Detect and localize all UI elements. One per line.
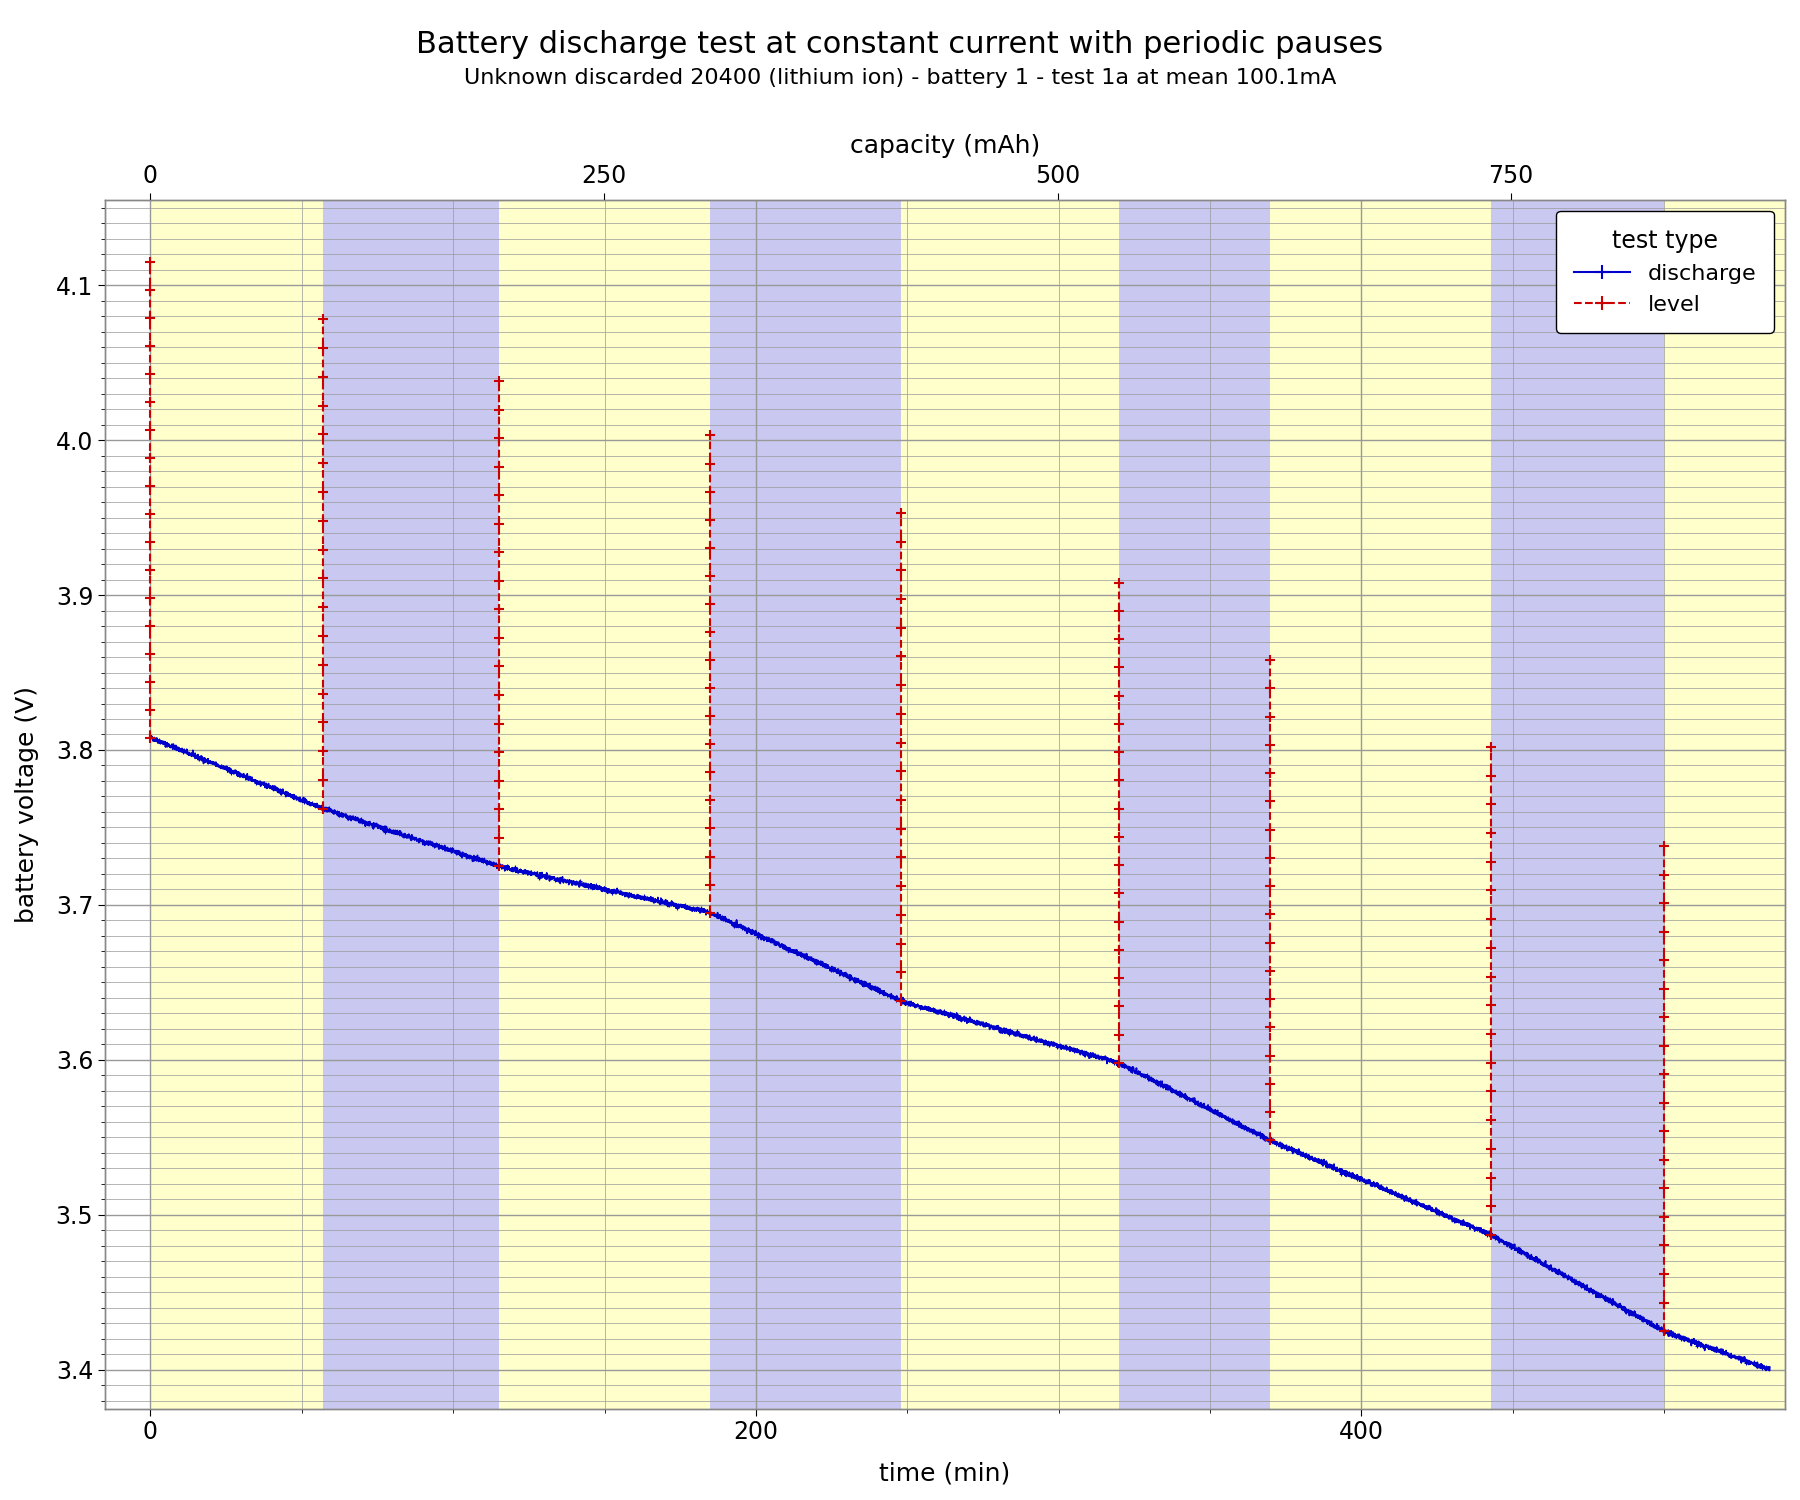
- Bar: [151, 200, 322, 1408]
- Text: Battery discharge test at constant current with periodic pauses: Battery discharge test at constant curre…: [416, 30, 1384, 58]
- discharge: [140, 728, 162, 746]
- Text: Unknown discarded 20400 (lithium ion) - battery 1 - test 1a at mean 100.1mA: Unknown discarded 20400 (lithium ion) - …: [464, 68, 1336, 87]
- Y-axis label: battery voltage (V): battery voltage (V): [14, 686, 40, 922]
- Bar: [322, 200, 499, 1408]
- discharge: [1341, 1167, 1363, 1185]
- Bar: [1492, 200, 1663, 1408]
- discharge: [1759, 1362, 1780, 1380]
- discharge: [725, 914, 747, 932]
- Bar: [499, 200, 711, 1408]
- discharge: [1759, 1358, 1780, 1376]
- discharge: [1098, 1050, 1120, 1068]
- discharge: [140, 728, 162, 746]
- Bar: [1120, 200, 1271, 1408]
- Bar: [1663, 200, 1786, 1408]
- discharge: [221, 762, 243, 780]
- X-axis label: time (min): time (min): [880, 1461, 1010, 1485]
- Legend: discharge, level: discharge, level: [1557, 211, 1773, 333]
- discharge: [1427, 1206, 1449, 1224]
- Bar: [711, 200, 902, 1408]
- X-axis label: capacity (mAh): capacity (mAh): [850, 134, 1040, 158]
- Bar: [104, 200, 151, 1408]
- Bar: [1271, 200, 1492, 1408]
- Bar: [902, 200, 1120, 1408]
- Line: discharge: discharge: [148, 734, 1771, 1372]
- discharge: [1168, 1086, 1190, 1104]
